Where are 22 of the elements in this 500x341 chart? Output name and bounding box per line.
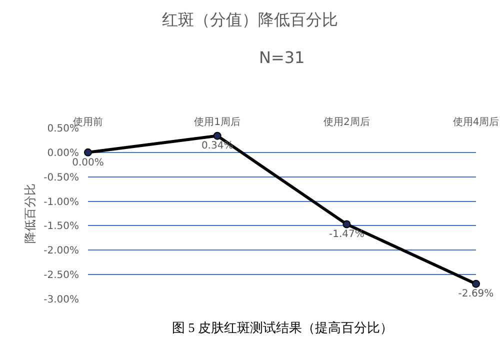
y-tick-label: -1.50% — [44, 221, 79, 232]
y-tick-label: -1.00% — [44, 196, 79, 208]
x-tick-label: 使用4周后 — [452, 116, 500, 128]
caption: 图 5 皮肤红斑测试结果（提高百分比） — [172, 320, 393, 335]
point — [342, 220, 351, 228]
point — [472, 280, 480, 288]
x-tick-label: 使用1周后 — [194, 116, 241, 128]
y-tick-label: -2.00% — [44, 246, 79, 257]
y-tick-label: -2.50% — [44, 270, 79, 282]
point — [84, 148, 92, 156]
data-label: -2.69% — [458, 288, 494, 300]
data-label: 0.00% — [72, 157, 104, 168]
y-tick-label: 0.00% — [47, 148, 79, 159]
y-tick-label: -0.50% — [44, 172, 79, 184]
x-tick-label: 使用2周后 — [323, 116, 370, 128]
chart-subtitle: N=31 — [259, 48, 305, 67]
data-label: -1.47% — [328, 229, 364, 240]
point — [213, 132, 222, 140]
chart-title: 红斑（分值）降低百分比 — [162, 10, 338, 29]
y-axis-title: 降低百分比 — [22, 184, 37, 244]
y-tick-label: -3.00% — [44, 294, 79, 306]
data-label: 0.34% — [201, 140, 234, 152]
